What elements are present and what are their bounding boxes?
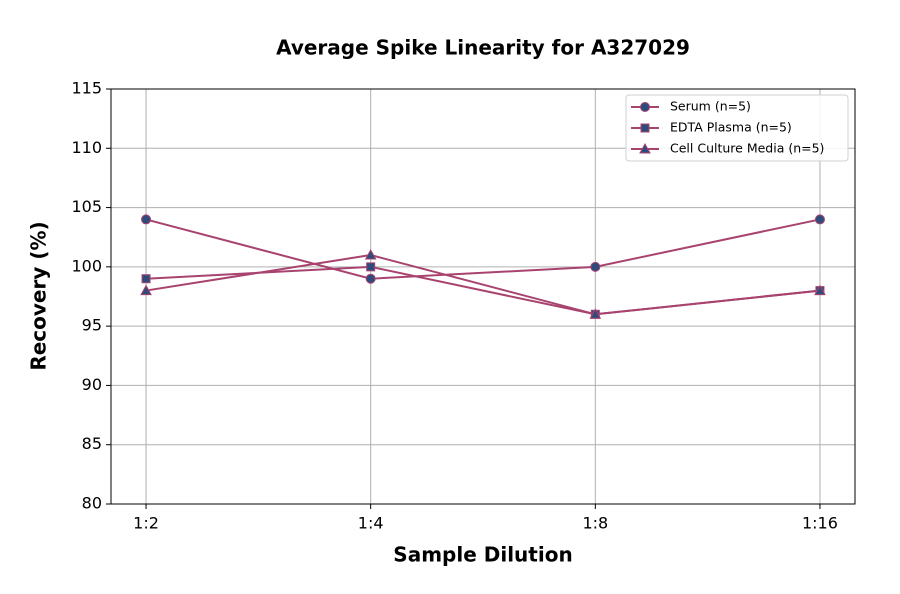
chart-title: Average Spike Linearity for A327029 — [276, 36, 690, 60]
series-line — [145, 218, 821, 280]
x-axis-label: Sample Dilution — [393, 543, 572, 567]
y-tick-label: 85 — [82, 434, 102, 453]
x-tick-label: 1:16 — [802, 514, 838, 533]
legend-label: Serum (n=5) — [670, 99, 751, 114]
y-tick-label: 95 — [82, 316, 102, 335]
series-line — [145, 253, 821, 316]
x-tick-label: 1:4 — [358, 514, 384, 533]
y-tick-label: 105 — [71, 197, 102, 216]
legend: Serum (n=5) EDTA Plasma (n=5) Cell Culture… — [625, 94, 849, 162]
marker — [589, 308, 602, 319]
marker — [590, 261, 601, 272]
marker — [141, 214, 152, 225]
x-tick-label: 1:8 — [582, 514, 608, 533]
marker — [140, 284, 152, 296]
marker — [814, 284, 826, 296]
legend-label: EDTA Plasma (n=5) — [670, 120, 792, 135]
y-tick-label: 90 — [82, 375, 102, 394]
legend-marker — [640, 102, 650, 112]
marker — [365, 273, 376, 284]
y-axis-label: Recovery (%) — [27, 221, 51, 370]
legend-frame — [625, 94, 849, 162]
marker — [814, 214, 825, 225]
marker — [141, 274, 151, 284]
y-tick-label: 115 — [71, 79, 102, 98]
marker — [366, 262, 376, 272]
y-tick-label: 80 — [82, 494, 102, 513]
plot-frame — [110, 88, 856, 505]
legend-marker — [639, 142, 651, 154]
y-tick-label: 110 — [71, 138, 102, 157]
legend-marker — [640, 123, 650, 133]
y-tick-label: 100 — [71, 256, 102, 275]
x-tick-label: 1:2 — [133, 514, 159, 533]
legend-label: Cell Culture Media (n=5) — [670, 141, 824, 156]
marker — [364, 248, 377, 260]
